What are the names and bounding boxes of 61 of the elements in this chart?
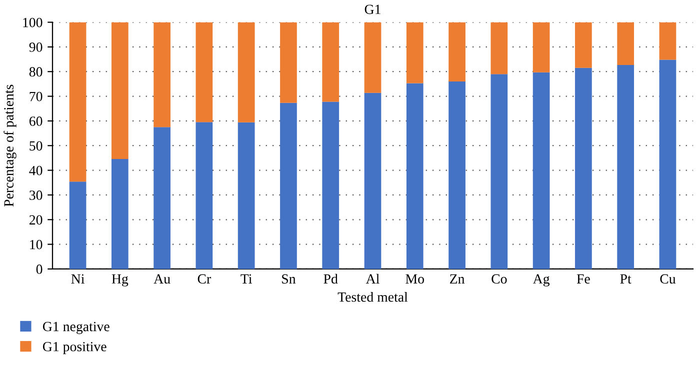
x-tick-label: Cr — [198, 274, 212, 284]
y-axis-title: Percentage of patients — [4, 84, 16, 207]
x-axis-title: Tested metal — [338, 292, 408, 302]
x-tick-label: Fe — [576, 274, 590, 284]
bar — [196, 122, 213, 269]
bar — [69, 182, 86, 269]
bar — [111, 158, 128, 269]
x-tick-label: Sn — [282, 274, 296, 284]
y-tick-label: 100 — [23, 18, 42, 28]
bar — [196, 22, 213, 122]
bar — [154, 22, 170, 128]
bar — [575, 68, 592, 269]
bar — [111, 22, 128, 159]
x-tick-label: Mo — [406, 274, 424, 284]
bar — [322, 102, 340, 269]
x-tick-label: Ni — [71, 274, 84, 284]
bar — [617, 64, 634, 269]
bar — [490, 74, 508, 269]
x-tick-label: Co — [492, 274, 507, 284]
bar — [490, 22, 508, 74]
bar — [238, 122, 255, 269]
bar — [364, 22, 382, 93]
bar — [322, 22, 340, 102]
x-tick-label: Pt — [620, 274, 632, 284]
x-tick-label: Hg — [112, 274, 128, 286]
y-tick-label: 50 — [30, 141, 42, 151]
x-tick-label: Ti — [240, 274, 252, 284]
bar — [364, 92, 382, 269]
y-tick-label: 70 — [30, 92, 42, 102]
legend-label: G1 positive — [42, 342, 106, 354]
chart-title: G1 — [364, 4, 380, 14]
legend-label: G1 negative — [42, 322, 110, 334]
y-tick-label: 20 — [30, 215, 42, 225]
x-tick-label: Cu — [660, 274, 676, 284]
bar — [69, 22, 86, 182]
bar — [406, 83, 424, 269]
y-tick-label: 30 — [30, 190, 42, 200]
x-tick-label: Ag — [532, 274, 550, 286]
bar — [238, 22, 255, 122]
bar — [280, 22, 297, 103]
bar — [532, 22, 550, 72]
y-tick-label: 0 — [36, 264, 42, 274]
bar — [406, 22, 424, 84]
bar — [532, 72, 550, 269]
y-tick-label: 40 — [29, 166, 42, 176]
y-tick-label: 60 — [29, 116, 42, 126]
bar — [448, 22, 466, 82]
y-tick-label: 80 — [29, 67, 42, 77]
bar — [154, 127, 170, 269]
x-tick-label: Al — [366, 274, 380, 284]
y-tick-label: 90 — [29, 42, 42, 52]
bar — [280, 102, 297, 269]
bar — [617, 22, 634, 65]
x-tick-label: Zn — [450, 274, 465, 284]
bar — [448, 81, 466, 269]
bar — [659, 22, 676, 60]
y-tick-label: 10 — [30, 240, 42, 250]
x-tick-label: Pd — [324, 274, 338, 284]
bar — [659, 60, 676, 269]
bar — [575, 22, 592, 68]
x-tick-label: Au — [154, 274, 170, 284]
